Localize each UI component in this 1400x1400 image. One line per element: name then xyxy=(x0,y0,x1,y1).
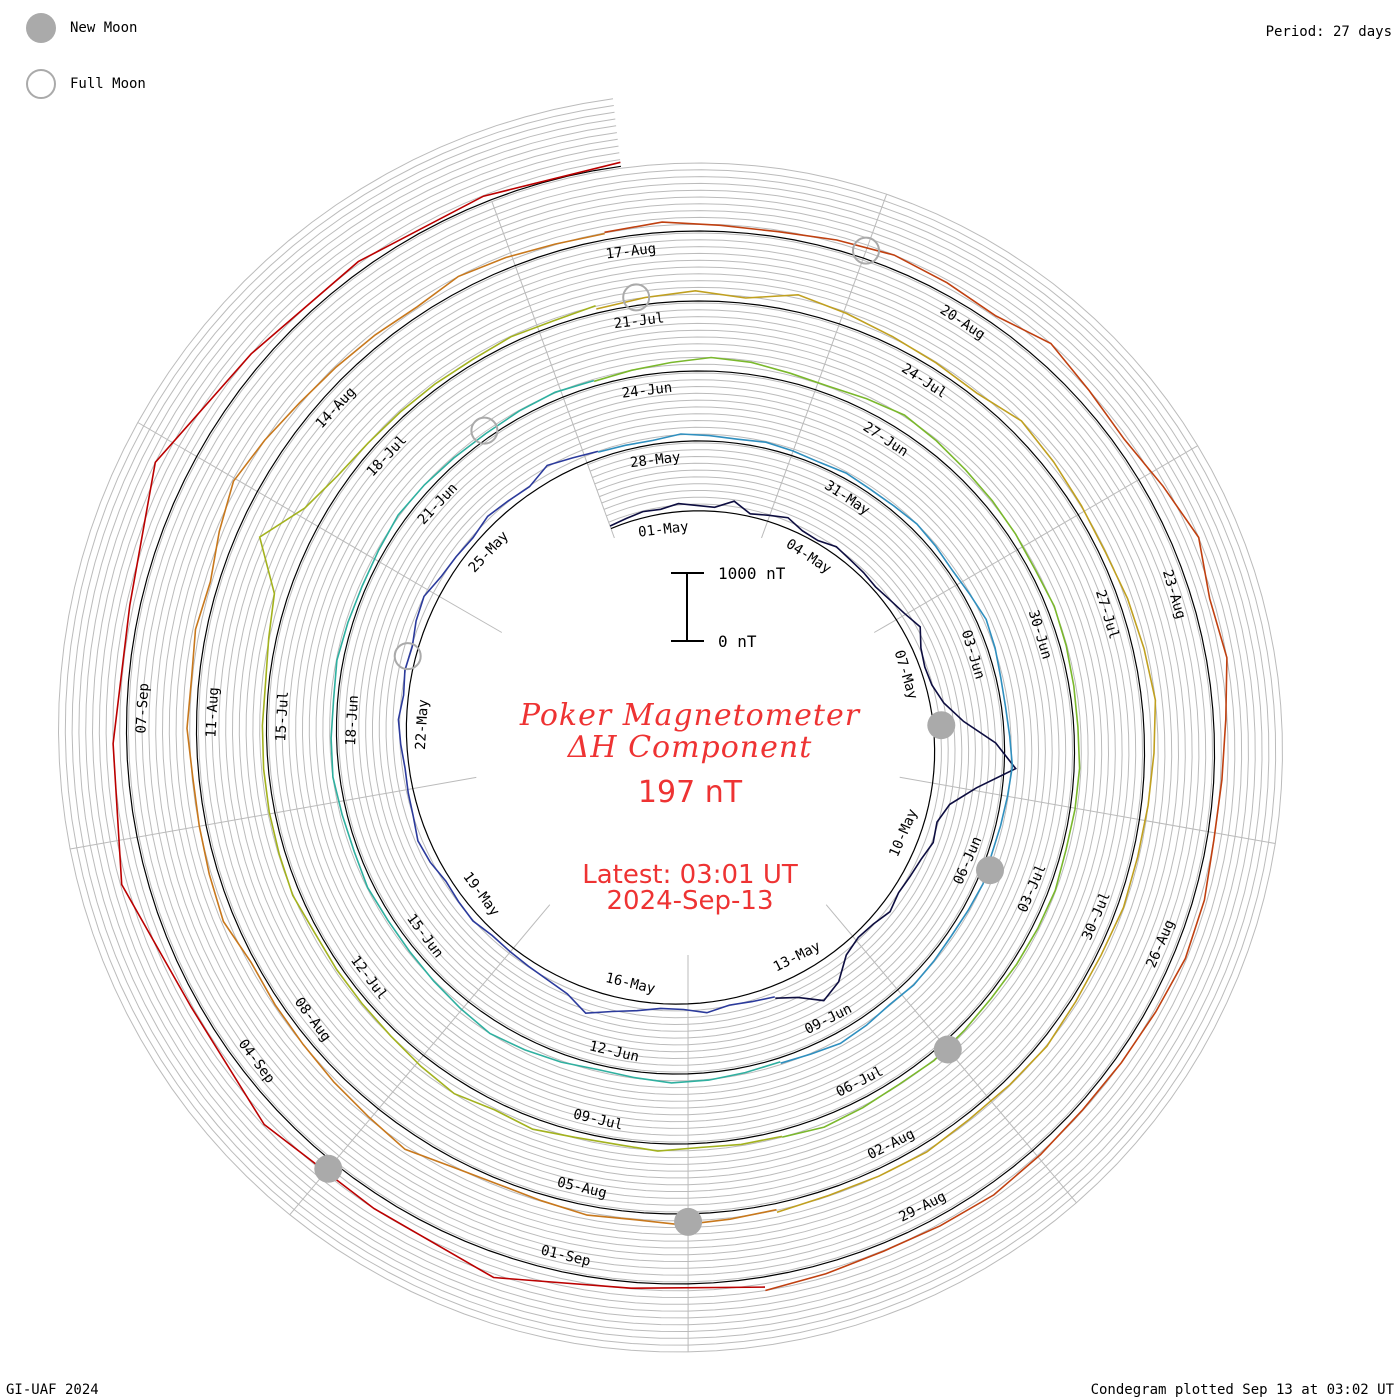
date-label: 18-Jun xyxy=(343,695,362,746)
radial-spoke xyxy=(761,194,888,539)
date-label: 03-Jul xyxy=(1015,862,1050,915)
series-line xyxy=(112,161,766,1290)
date-label: 07-Sep xyxy=(133,683,152,734)
new-moon-marker xyxy=(933,1035,962,1064)
series-line xyxy=(186,232,777,1226)
date-label: 17-Aug xyxy=(605,241,657,263)
grid-ring xyxy=(57,98,1283,1353)
date-label: 11-Aug xyxy=(203,687,222,738)
date-label: 01-May xyxy=(637,519,689,541)
data-series xyxy=(112,161,1228,1292)
new-moon-marker xyxy=(976,856,1004,885)
full-moon-icon xyxy=(26,69,56,99)
current-value: 197 nT xyxy=(637,775,743,810)
date-label: 24-Jun xyxy=(621,380,673,402)
date-label: 04-May xyxy=(783,536,834,577)
new-moon-marker xyxy=(927,711,956,740)
full-moon-marker xyxy=(470,416,499,445)
date-label: 30-Jul xyxy=(1079,890,1114,943)
date-label: 10-May xyxy=(886,807,921,860)
grid-ring xyxy=(64,105,1277,1346)
baseline xyxy=(125,165,1216,1285)
legend-new-moon: New Moon xyxy=(26,13,137,43)
date-label: 12-Jun xyxy=(588,1038,641,1065)
radial-spoke xyxy=(491,201,615,539)
grid-ring xyxy=(91,132,1249,1319)
grid-ring xyxy=(98,138,1243,1312)
series-line xyxy=(330,379,781,1084)
grid-ring xyxy=(71,111,1270,1339)
date-label: 15-Jul xyxy=(273,691,292,742)
full-moon-marker xyxy=(393,642,422,671)
date-label: 27-Jun xyxy=(860,419,911,460)
scale-bar: 1000 nT 0 nT xyxy=(671,564,786,651)
date-label: 13-May xyxy=(771,938,823,975)
series-line xyxy=(604,221,1228,1292)
chart-title: Poker Magnetometer xyxy=(519,698,861,733)
scale-bottom-label: 0 nT xyxy=(718,632,757,651)
date-label: 16-May xyxy=(604,970,657,997)
date-label: 14-Aug xyxy=(313,384,359,432)
series-line xyxy=(258,304,783,1152)
date-label: 22-May xyxy=(413,699,432,750)
date-label: 20-Aug xyxy=(937,302,988,343)
polar-grid xyxy=(57,98,1283,1353)
radial-spokes xyxy=(70,194,1276,1352)
chart-subtitle: ΔH Component xyxy=(567,730,813,765)
radial-spoke xyxy=(137,422,503,633)
series-line xyxy=(609,500,1017,1002)
grid-ring xyxy=(112,152,1229,1299)
full-moon-marker xyxy=(852,236,880,265)
radial-spoke xyxy=(899,776,1276,844)
grid-ring xyxy=(78,118,1263,1333)
date-label: 26-Aug xyxy=(1143,918,1178,971)
grid-ring xyxy=(105,145,1236,1305)
radial-spoke xyxy=(70,776,477,850)
moon-markers xyxy=(314,236,1004,1236)
series-line xyxy=(597,433,1014,1064)
new-moon-marker xyxy=(314,1154,343,1183)
date-label: 31-May xyxy=(821,478,872,519)
latest-time: Latest: 03:01 UT xyxy=(582,860,798,890)
grid-ring xyxy=(85,125,1256,1326)
new-moon-marker xyxy=(674,1207,703,1236)
footer-credit: GI-UAF 2024 xyxy=(6,1382,99,1398)
footer-plot-time: Condegram plotted Sep 13 at 03:02 UT xyxy=(1090,1382,1394,1398)
scale-top-label: 1000 nT xyxy=(718,564,786,583)
legend-full-moon-label: Full Moon xyxy=(70,76,146,92)
series-line xyxy=(397,450,775,1015)
full-moon-marker xyxy=(622,283,651,312)
date-label: 28-May xyxy=(629,449,681,471)
baseline-spiral xyxy=(125,165,1216,1285)
series-line xyxy=(593,356,1081,1138)
series-line xyxy=(596,289,1157,1214)
period-label: Period: 27 days xyxy=(1265,24,1392,40)
legend-full-moon: Full Moon xyxy=(26,69,146,99)
date-label: 21-Jul xyxy=(613,310,665,332)
new-moon-icon xyxy=(26,13,56,43)
legend-new-moon-label: New Moon xyxy=(70,20,138,36)
radial-spoke xyxy=(873,445,1198,633)
latest-date: 2024-Sep-13 xyxy=(606,886,774,916)
